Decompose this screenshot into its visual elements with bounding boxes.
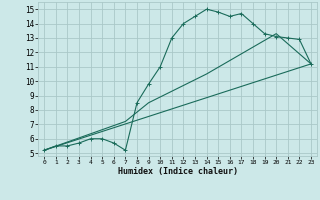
X-axis label: Humidex (Indice chaleur): Humidex (Indice chaleur) — [118, 167, 238, 176]
